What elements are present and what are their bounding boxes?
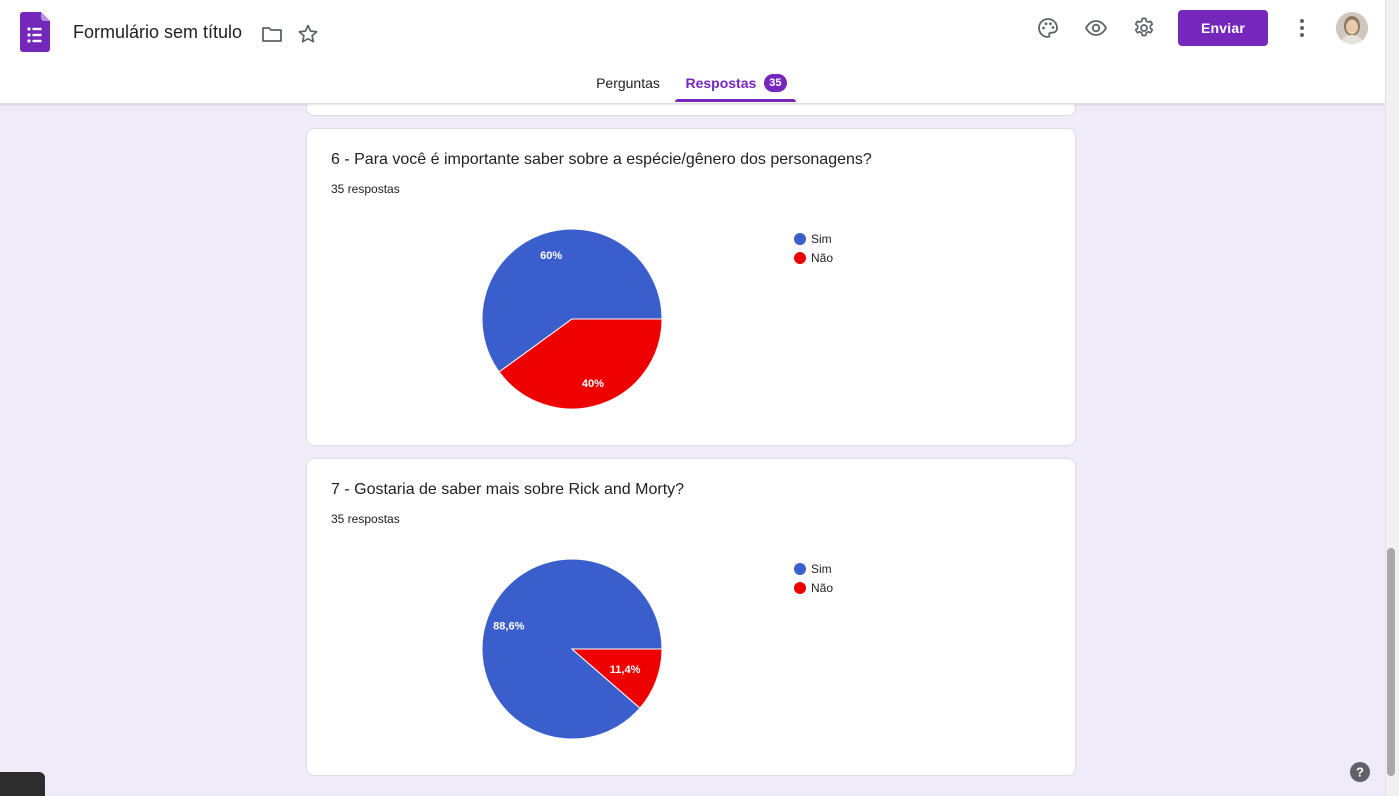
response-count: 35 respostas: [331, 512, 400, 526]
pie-slice-sim[interactable]: [481, 228, 663, 373]
active-tab-indicator: [675, 99, 796, 102]
forms-logo-icon[interactable]: [20, 12, 50, 52]
tab-responses[interactable]: Respostas 35: [676, 62, 796, 104]
pie-slice-label: 60%: [540, 250, 562, 262]
send-button[interactable]: Enviar: [1178, 10, 1268, 46]
pie-chart: 88,6% 11,4%: [481, 558, 663, 740]
response-count: 35 respostas: [331, 182, 400, 196]
help-icon[interactable]: ?: [1349, 761, 1371, 783]
legend-item-sim[interactable]: Sim: [794, 559, 833, 578]
legend-label: Não: [811, 580, 834, 595]
scrollbar-thumb[interactable]: [1387, 548, 1395, 776]
legend-item-não[interactable]: Não: [794, 578, 833, 597]
legend-swatch: [794, 562, 806, 575]
chart-legend: Sim Não: [794, 559, 833, 597]
pie-slice-label: 40%: [582, 378, 604, 390]
legend-label: Sim: [811, 561, 832, 576]
tab-responses-label: Respostas: [685, 75, 757, 91]
tab-questions[interactable]: Perguntas: [596, 75, 660, 91]
question-card-7: 7 - Gostaria de saber mais sobre Rick an…: [306, 458, 1076, 776]
legend-item-não[interactable]: Não: [794, 248, 833, 267]
legend-item-sim[interactable]: Sim: [794, 229, 833, 248]
pie-slice-não[interactable]: [498, 318, 663, 410]
gear-icon[interactable]: [1132, 16, 1156, 40]
question-title: 6 - Para você é importante saber sobre a…: [331, 151, 872, 168]
app-header: Formulário sem título Enviar Perguntas R…: [0, 0, 1385, 104]
form-title[interactable]: Formulário sem título: [73, 22, 243, 42]
legend-swatch: [794, 581, 806, 594]
avatar[interactable]: [1336, 12, 1368, 44]
star-icon[interactable]: [296, 22, 320, 46]
legend-label: Sim: [811, 231, 832, 246]
pie-slice-label: 11,4%: [610, 664, 641, 676]
folder-icon[interactable]: [260, 22, 284, 46]
palette-icon[interactable]: [1036, 16, 1060, 40]
legend-swatch: [794, 251, 806, 264]
pie-chart: 60% 40%: [481, 228, 663, 410]
pie-slice-label: 88,6%: [493, 620, 524, 632]
legend-swatch: [794, 232, 806, 245]
more-vert-icon[interactable]: [1290, 16, 1314, 40]
pie-slice-não[interactable]: [570, 648, 663, 709]
legend-label: Não: [811, 250, 834, 265]
question-card-6: 6 - Para você é importante saber sobre a…: [306, 128, 1076, 446]
svg-text:?: ?: [1356, 765, 1364, 780]
dock-corner: [0, 772, 45, 796]
responses-count-badge: 35: [764, 74, 787, 92]
chart-legend: Sim Não: [794, 229, 833, 267]
question-title: 7 - Gostaria de saber mais sobre Rick an…: [331, 481, 685, 498]
eye-icon[interactable]: [1084, 16, 1108, 40]
